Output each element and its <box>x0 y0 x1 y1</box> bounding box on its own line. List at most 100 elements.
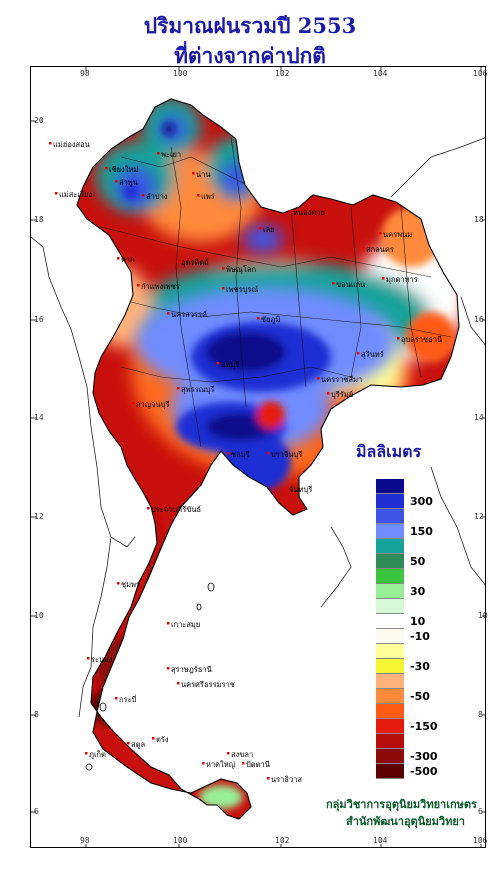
top-tick: 104 <box>373 69 388 78</box>
station-marker <box>327 392 330 395</box>
station-marker <box>167 622 170 625</box>
legend-title: มิลลิเมตร <box>356 442 422 461</box>
place-label: เลย <box>263 225 275 234</box>
islands <box>85 582 215 771</box>
place-label: สกลนคร <box>366 245 394 254</box>
place-label: กาญจนบุรี <box>136 400 169 409</box>
station-marker <box>227 752 230 755</box>
station-marker <box>222 287 225 290</box>
station-marker <box>317 377 320 380</box>
place-label: สุพรรณบุรี <box>181 385 214 394</box>
legend-label: 30 <box>410 585 426 598</box>
legend-swatch <box>376 674 404 689</box>
place-label: แม่ฮ่องสอน <box>53 140 90 149</box>
place-label: นครราชสีมา <box>321 375 362 384</box>
station-marker <box>167 312 170 315</box>
right-tick: 18 <box>474 215 484 224</box>
legend-swatch <box>376 644 404 659</box>
legend-label: 300 <box>410 495 433 508</box>
credit-line-2: สำนักพัฒนาอุตุนิยมวิทยา <box>346 815 465 828</box>
right-tick: 6 <box>478 807 483 816</box>
bottom-tick: 102 <box>275 836 290 845</box>
station-marker <box>132 402 135 405</box>
place-label: ชุมพร <box>121 580 140 589</box>
place-label: กระบี่ <box>119 694 137 704</box>
place-label: พิษณุโลก <box>226 265 256 274</box>
station-marker <box>379 232 382 235</box>
legend-label: -50 <box>410 690 430 703</box>
legend-label: -30 <box>410 660 430 673</box>
station-marker <box>157 152 160 155</box>
place-label: ประจวบคีรีขันธ์ <box>151 505 201 514</box>
station-marker <box>177 682 180 685</box>
neighbour-borders <box>31 137 485 718</box>
place-label: สตูล <box>131 740 145 749</box>
right-tick: 8 <box>478 710 483 719</box>
station-marker <box>259 227 262 230</box>
bottom-tick: 100 <box>173 836 188 845</box>
place-label: ระนอง <box>91 655 113 664</box>
place-label: นราธิวาส <box>271 775 302 784</box>
legend-swatch <box>376 509 404 524</box>
credit-line-1: กลุ่มวิชาการอุตุนิยมวิทยาเกษตร <box>326 798 477 811</box>
legend-swatch <box>376 704 404 719</box>
station-marker <box>332 282 335 285</box>
place-label: ชลบุรี <box>231 450 249 459</box>
left-tick: 10 <box>34 611 44 620</box>
place-label: ปราจีนบุรี <box>271 450 302 459</box>
top-tick: 102 <box>275 69 290 78</box>
left-tick: 12 <box>34 512 44 521</box>
station-marker <box>147 507 150 510</box>
place-label: ตรัง <box>156 735 169 744</box>
place-label: มุกดาหาร <box>386 275 418 284</box>
legend-swatch <box>376 764 404 779</box>
map-subtitle: ที่ต่างจากค่าปกติ <box>174 43 326 68</box>
station-marker <box>115 180 118 183</box>
legend-swatch <box>376 629 404 644</box>
legend-swatch <box>376 569 404 584</box>
station-marker <box>267 452 270 455</box>
station-marker <box>137 284 140 287</box>
station-marker <box>152 737 155 740</box>
bottom-tick: 98 <box>80 836 90 845</box>
legend-swatch <box>376 719 404 734</box>
station-marker <box>222 267 225 270</box>
bottom-tick: 106 <box>473 836 488 845</box>
place-label: แพร่ <box>201 192 215 201</box>
station-marker <box>177 387 180 390</box>
left-tick: 20 <box>34 116 44 125</box>
station-marker <box>142 194 145 197</box>
legend-swatch <box>376 659 404 674</box>
station-marker <box>362 247 365 250</box>
legend-label: 10 <box>410 615 426 628</box>
place-label: ลำพูน <box>119 178 138 187</box>
province-boundaries <box>100 136 452 768</box>
place-label: อุบลราชธานี <box>401 335 442 344</box>
station-marker <box>227 452 230 455</box>
frame-ticks <box>31 67 485 847</box>
left-tick: 8 <box>34 710 39 719</box>
place-label: นครพนม <box>383 230 412 239</box>
left-tick: 16 <box>34 315 44 324</box>
station-marker <box>115 697 118 700</box>
right-tick: 16 <box>474 315 484 324</box>
place-label: ลพบุรี <box>221 360 239 369</box>
legend-swatch <box>376 539 404 554</box>
station-marker <box>202 762 205 765</box>
legend-swatch <box>376 749 404 764</box>
station-marker <box>242 762 245 765</box>
place-label: อุตรดิตถ์ <box>181 258 209 267</box>
legend-swatch <box>376 494 404 509</box>
top-tick: 106 <box>473 69 488 78</box>
place-label: ขอนแก่น <box>336 280 365 289</box>
place-label: ตาก <box>121 255 135 264</box>
right-tick: 14 <box>474 413 484 422</box>
place-label: กำแพงเพชร <box>141 282 180 291</box>
station-marker <box>267 777 270 780</box>
place-label: ชัยภูมิ <box>261 315 280 324</box>
map-title: ปริมาณฝนรวมปี 2553 <box>143 13 357 38</box>
left-tick: 6 <box>34 807 39 816</box>
place-label: น่าน <box>196 170 210 179</box>
place-label: ลำปาง <box>146 192 168 201</box>
